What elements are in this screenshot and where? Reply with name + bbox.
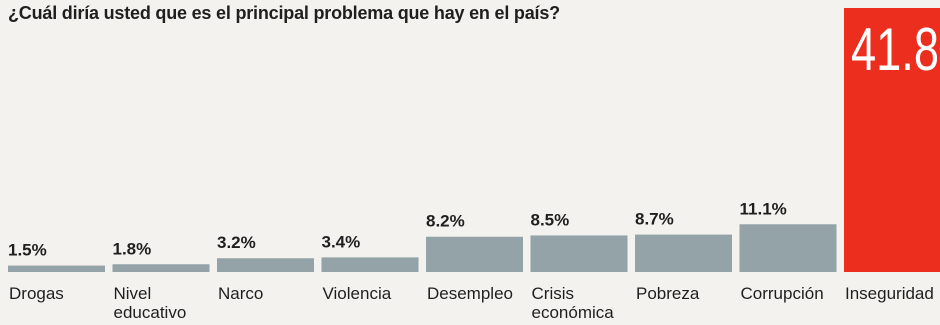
category-label-nivel-educativo: Nivel educativo [113,284,187,322]
value-label-narco: 3.2% [217,233,256,252]
bar-narco [217,258,314,272]
bar-pobreza [635,234,732,272]
category-label-violencia: Violencia [322,284,392,303]
value-label-violencia: 3.4% [322,232,361,251]
value-label-inseguridad: 41.8 [851,16,939,83]
bar-violencia [321,257,419,272]
category-label-narco: Narco [218,284,264,303]
category-label-inseguridad: Inseguridad [845,284,934,303]
bar-desempleo [426,236,523,272]
bar-drogas [8,265,105,272]
value-label-nivel-educativo: 1.8% [113,239,152,258]
bar-crisis-económica [530,235,628,272]
bar-corrupción [739,224,837,272]
value-label-pobreza: 8.7% [635,210,674,229]
category-label-drogas: Drogas [9,284,64,303]
category-label-desempleo: Desempleo [427,284,513,303]
bar-nivel-educativo [112,264,210,272]
bar-inseguridad [844,8,940,272]
category-label-pobreza: Pobreza [636,284,700,303]
value-label-drogas: 1.5% [8,241,47,260]
chart-title: ¿Cuál diría usted que es el principal pr… [8,3,560,23]
category-label-corrupción: Corrupción [740,284,824,303]
value-label-corrupción: 11.1% [740,199,787,218]
value-label-crisis-económica: 8.5% [531,210,570,229]
category-label-crisis-económica: Crisis económica [531,284,614,322]
value-label-desempleo: 8.2% [426,212,465,231]
